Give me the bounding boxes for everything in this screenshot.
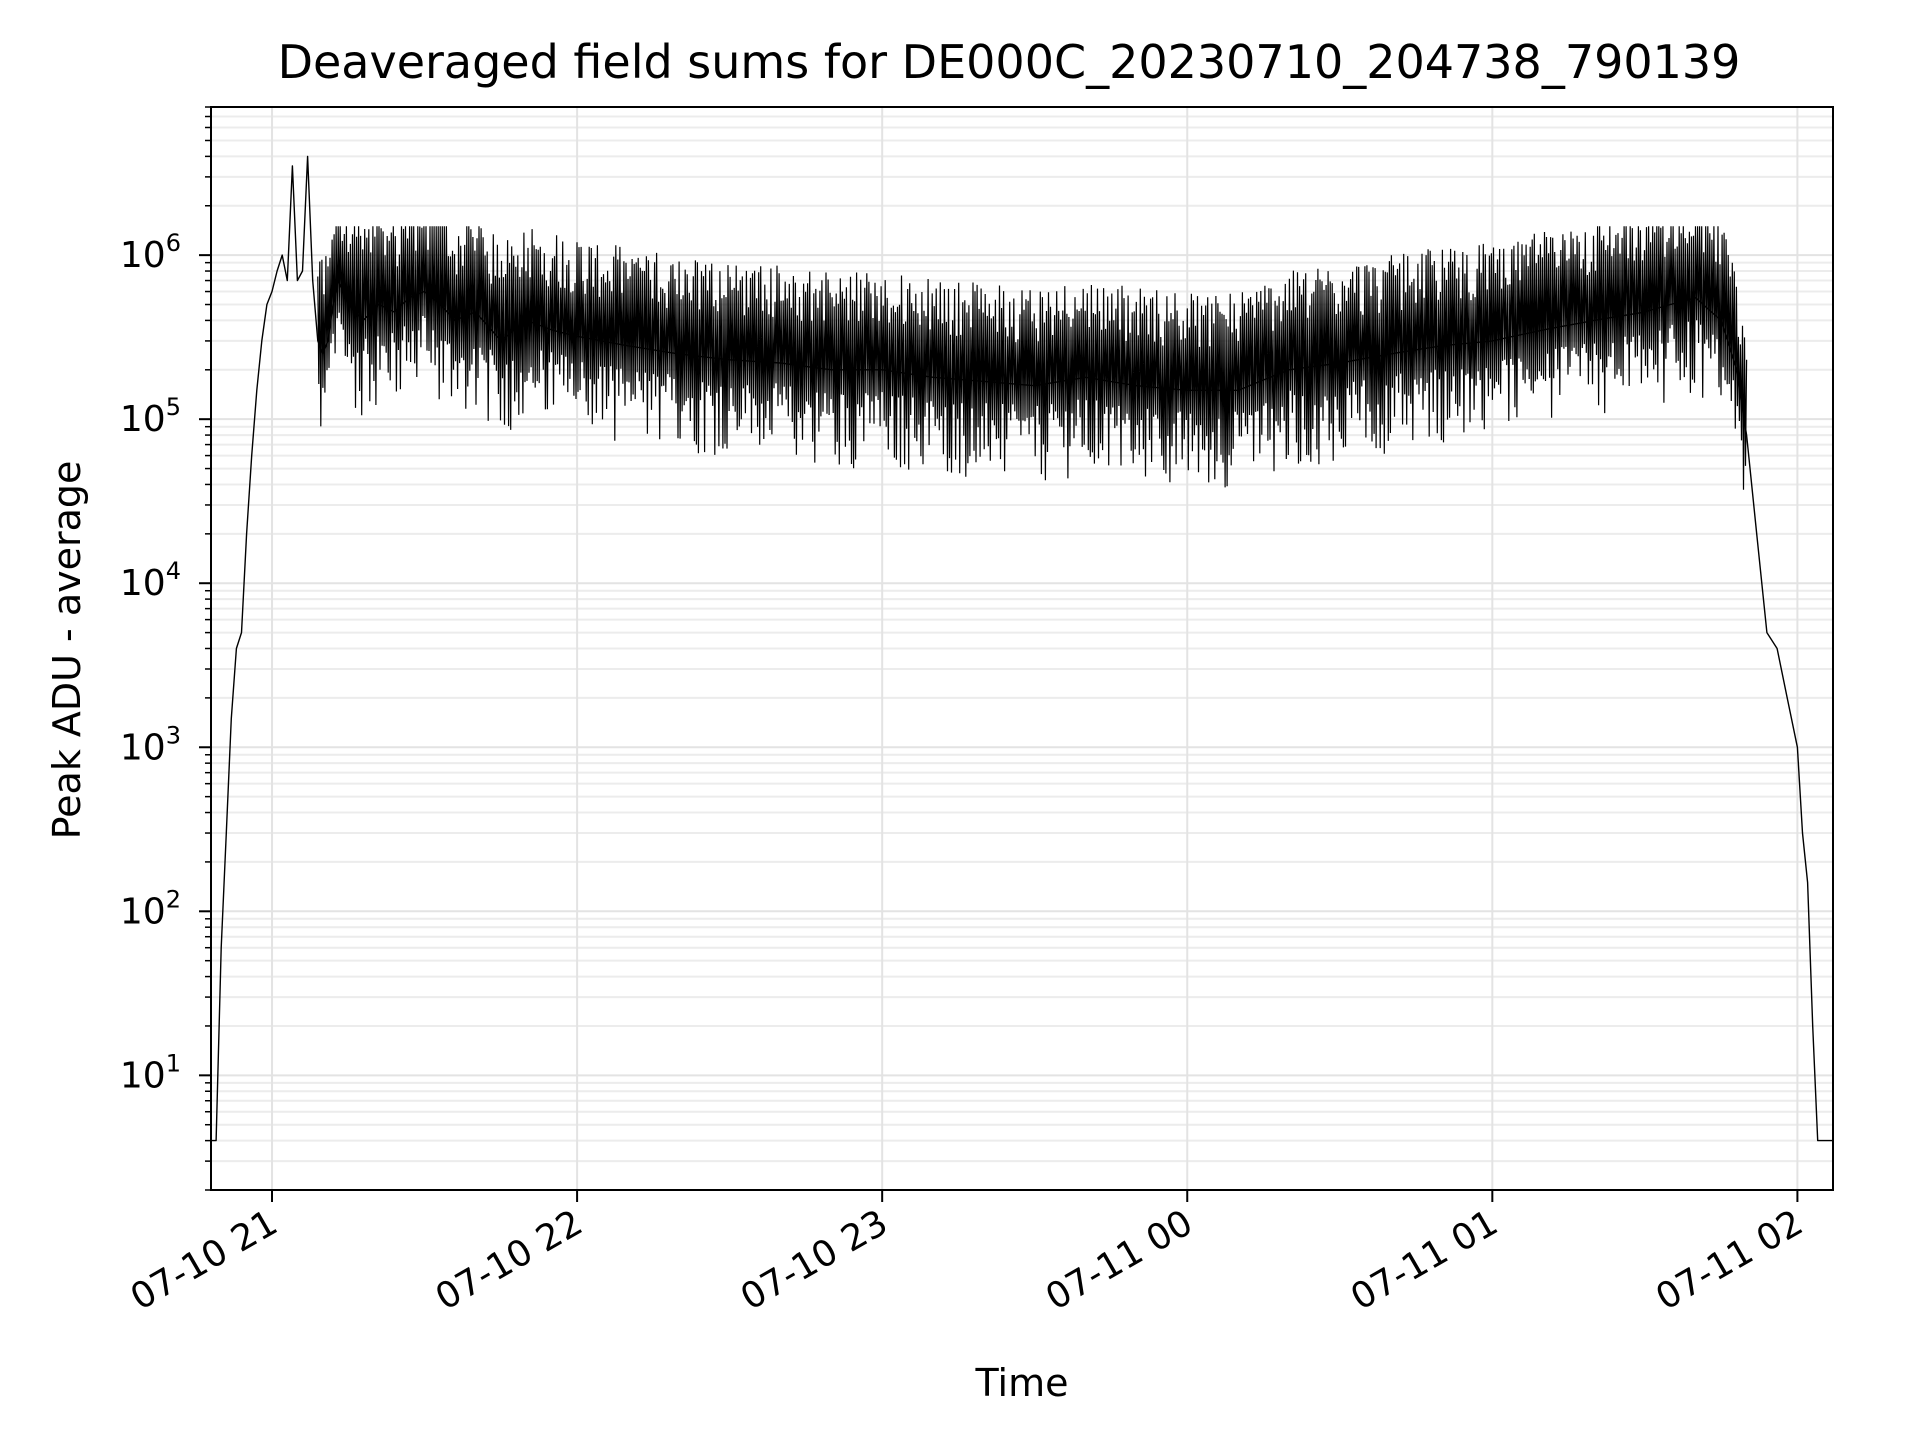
series-line (211, 155, 1833, 1142)
y-tick-label: 102 (120, 885, 181, 932)
y-axis-label: Peak ADU - average (45, 461, 89, 840)
y-tick-label: 105 (120, 393, 181, 440)
chart-title: Deaveraged field sums for DE000C_2023071… (278, 35, 1741, 89)
y-tick-label: 103 (120, 721, 181, 768)
x-axis-label: Time (975, 1361, 1069, 1405)
y-tick-label: 106 (120, 229, 181, 276)
series-oscillation (317, 226, 1748, 490)
y-tick-label: 104 (120, 557, 181, 604)
series-oscillation-path (317, 226, 1748, 490)
y-tick-label: 101 (120, 1049, 181, 1096)
y-axis: 101 102 103 104 105 106 (120, 106, 211, 1191)
